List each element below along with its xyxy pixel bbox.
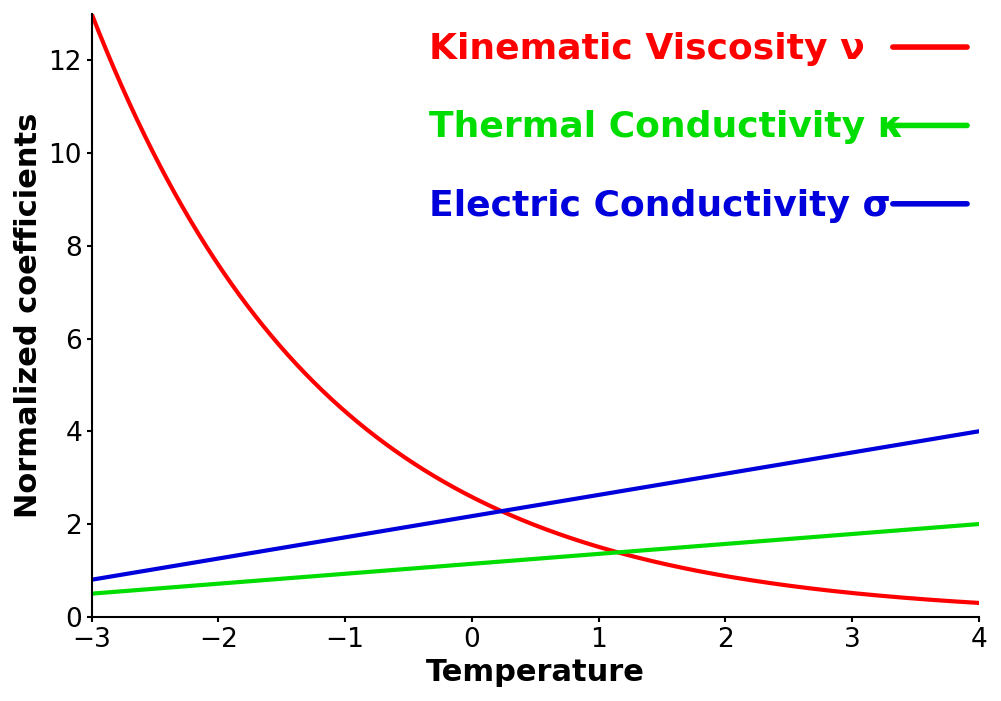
Text: Kinematic Viscosity ν: Kinematic Viscosity ν xyxy=(428,32,865,66)
Text: Thermal Conductivity κ: Thermal Conductivity κ xyxy=(428,110,903,144)
X-axis label: Temperature: Temperature xyxy=(425,658,645,687)
Text: Electric Conductivity σ: Electric Conductivity σ xyxy=(428,189,891,223)
Y-axis label: Normalized coefficients: Normalized coefficients xyxy=(14,113,43,518)
